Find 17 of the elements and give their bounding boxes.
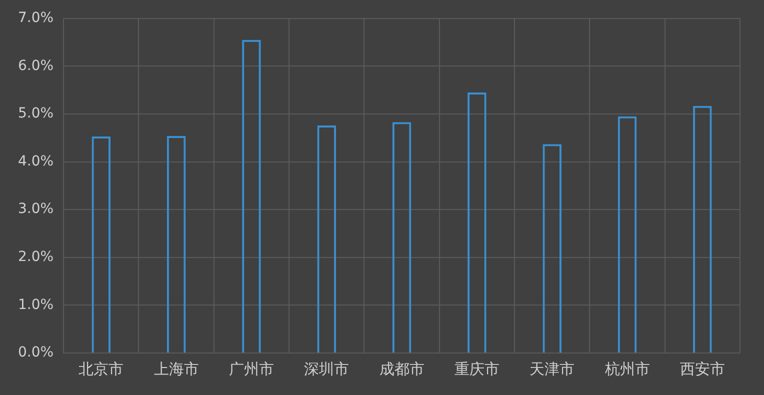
y-tick-label: 6.0%: [18, 58, 54, 74]
x-tick-label: 西安市: [680, 360, 725, 378]
y-tick-label: 3.0%: [18, 201, 54, 218]
x-tick-label: 天津市: [530, 360, 575, 378]
y-tick-label: 1.0%: [18, 296, 54, 313]
x-tick-label: 杭州市: [604, 360, 650, 378]
x-tick-label: 广州市: [228, 360, 274, 378]
x-tick-label: 成都市: [379, 360, 424, 378]
x-tick-label: 北京市: [78, 360, 124, 378]
y-tick-label: 5.0%: [18, 106, 54, 122]
y-tick-label: 4.0%: [18, 153, 54, 170]
y-tick-label: 0.0%: [18, 344, 54, 361]
y-tick-label: 2.0%: [18, 249, 54, 266]
x-tick-label: 重庆市: [454, 360, 500, 378]
x-tick-label: 深圳市: [304, 360, 350, 378]
y-tick-label: 7.0%: [18, 10, 54, 26]
x-tick-label: 上海市: [154, 360, 199, 378]
